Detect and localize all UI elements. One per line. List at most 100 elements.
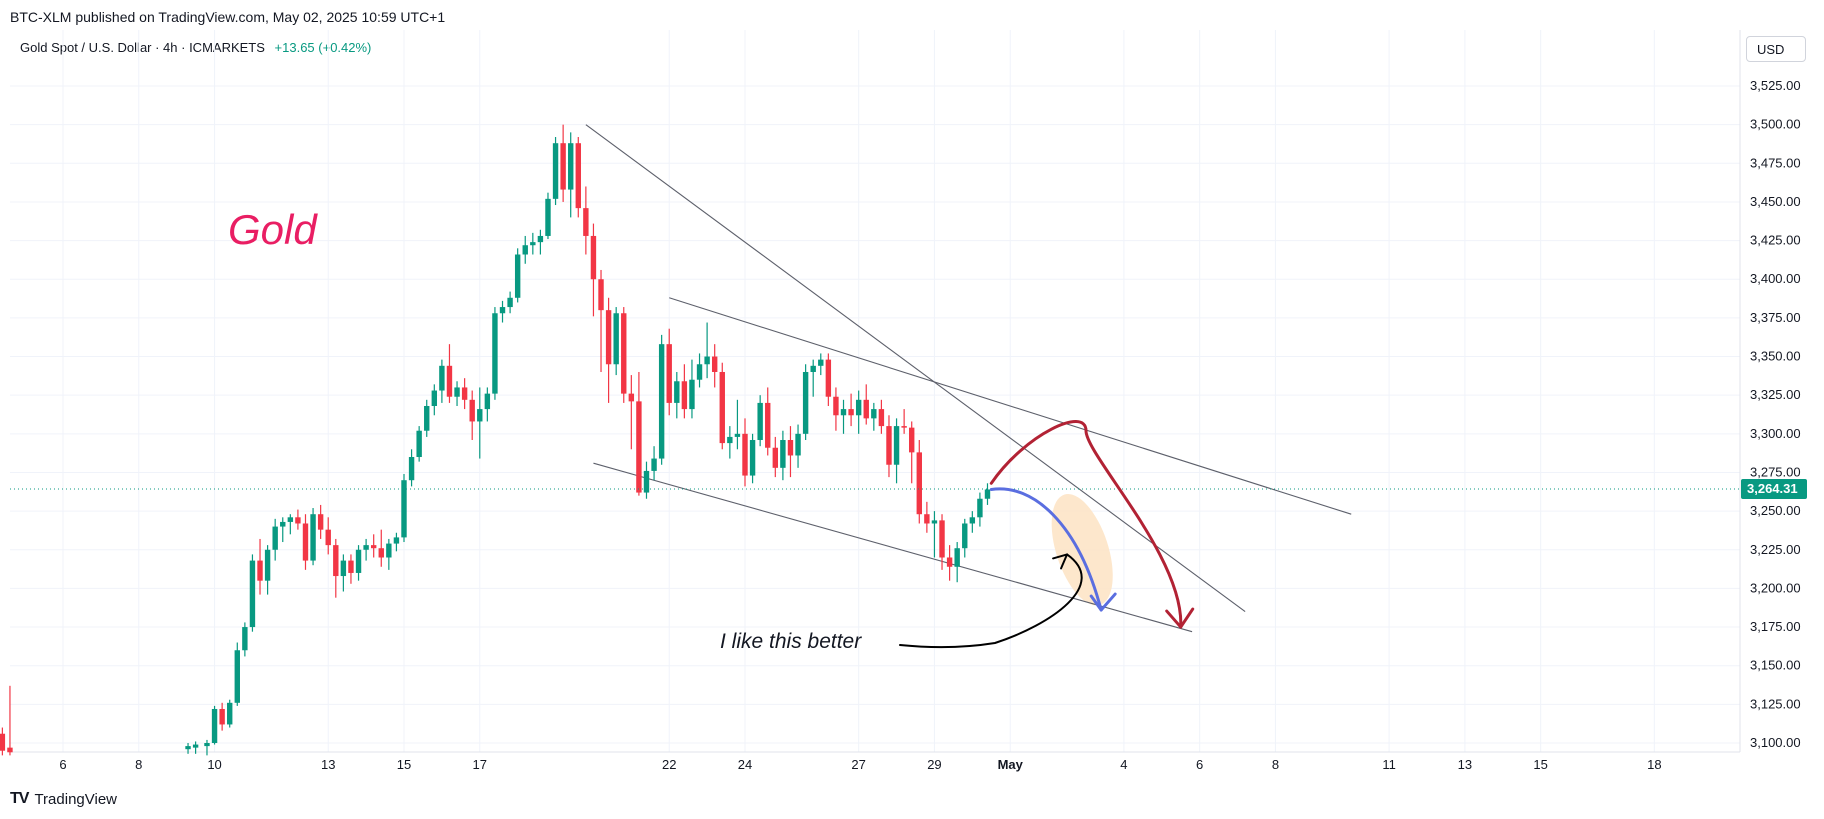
- candle: [302, 514, 309, 570]
- candle: [295, 509, 301, 530]
- candle-body: [848, 409, 854, 416]
- y-tick-label: 3,200.00: [1750, 580, 1801, 595]
- tradingview-logo-icon: TV: [10, 790, 29, 807]
- y-tick-label: 3,250.00: [1750, 503, 1801, 518]
- candle: [386, 538, 392, 570]
- candle: [192, 741, 199, 754]
- publisher-line: BTC-XLM published on TradingView.com, Ma…: [10, 9, 446, 25]
- candle: [719, 362, 725, 450]
- candle-body: [871, 409, 877, 419]
- x-tick-label: May: [998, 757, 1024, 772]
- candle: [909, 421, 915, 484]
- candle-body: [492, 313, 498, 394]
- candle-body: [507, 297, 513, 308]
- candle: [810, 359, 816, 397]
- candle: [185, 743, 191, 754]
- pointer-line: [899, 553, 1083, 649]
- candle: [598, 269, 604, 372]
- candle-body: [901, 426, 907, 428]
- candle: [605, 297, 612, 403]
- candle: [0, 727, 6, 756]
- candle-body: [340, 560, 347, 577]
- candle: [954, 542, 960, 583]
- candle: [787, 426, 794, 478]
- candle-body: [674, 381, 680, 403]
- candle: [446, 344, 453, 403]
- candle: [211, 705, 218, 745]
- candle-body: [802, 371, 809, 434]
- candle: [242, 622, 248, 657]
- x-tick-label: 13: [321, 757, 335, 772]
- candle-body: [810, 365, 816, 372]
- candle-body: [317, 514, 324, 530]
- candle-body: [855, 399, 862, 416]
- candle: [977, 492, 983, 527]
- candle-body: [658, 344, 665, 459]
- candle-body: [931, 520, 938, 524]
- candle-body: [439, 365, 445, 391]
- candle-body: [280, 521, 286, 527]
- candle: [916, 440, 922, 524]
- candle-body: [355, 549, 362, 573]
- y-tick-label: 3,525.00: [1750, 78, 1801, 93]
- candle-body: [628, 393, 635, 402]
- candle: [863, 384, 869, 425]
- tradingview-brand[interactable]: TV TradingView: [10, 790, 117, 808]
- candle-body: [651, 458, 657, 471]
- candle-body: [386, 543, 392, 558]
- candle-body: [878, 409, 885, 427]
- trendline-channel-upper: [669, 297, 1352, 515]
- candle-body: [408, 457, 415, 481]
- candle-body: [264, 549, 271, 581]
- candle-body: [772, 447, 779, 468]
- candle: [560, 124, 566, 202]
- candle: [310, 508, 316, 566]
- candle-body: [242, 627, 248, 651]
- candle-body: [333, 545, 339, 577]
- y-tick-label: 3,150.00: [1750, 658, 1801, 673]
- candle-body: [295, 517, 301, 524]
- candle: [984, 483, 991, 505]
- candle: [439, 359, 445, 403]
- candle-body: [204, 743, 210, 747]
- candle-body: [893, 426, 900, 465]
- candle-body: [666, 344, 672, 403]
- candle: [325, 517, 331, 555]
- candle-body: [522, 245, 528, 255]
- candle-body: [984, 489, 991, 499]
- candle-body: [643, 470, 650, 493]
- candle-body: [424, 405, 430, 431]
- candle: [674, 371, 680, 419]
- candle-body: [363, 545, 369, 550]
- x-tick-label: 13: [1458, 757, 1472, 772]
- candle: [893, 418, 900, 484]
- candle: [696, 353, 703, 388]
- candle: [431, 384, 438, 416]
- candle-body: [977, 498, 983, 518]
- candle-body: [765, 402, 771, 448]
- candle-body: [719, 371, 725, 444]
- candle: [628, 375, 635, 450]
- candle: [946, 545, 953, 581]
- candle-body: [446, 365, 453, 397]
- candle: [962, 518, 968, 558]
- candle: [689, 359, 695, 419]
- y-tick-label: 3,350.00: [1750, 349, 1801, 364]
- candle-body: [416, 430, 422, 458]
- candle-body: [704, 356, 710, 365]
- candle-body: [469, 399, 475, 422]
- trendline-upper-resistance: [585, 124, 1246, 613]
- symbol-legend: Gold Spot / U.S. Dollar · 4h · ICMARKETS…: [20, 40, 371, 55]
- x-tick-label: 8: [1272, 757, 1279, 772]
- candle-body: [348, 560, 354, 573]
- candle: [204, 739, 210, 756]
- currency-button[interactable]: USD: [1746, 36, 1806, 62]
- candle-body: [568, 143, 574, 190]
- candle: [363, 538, 369, 561]
- candle-body: [257, 560, 263, 581]
- red-arrow-head: [1165, 607, 1195, 629]
- candle: [643, 461, 650, 499]
- candle-body: [916, 452, 922, 515]
- candle-body: [514, 254, 521, 298]
